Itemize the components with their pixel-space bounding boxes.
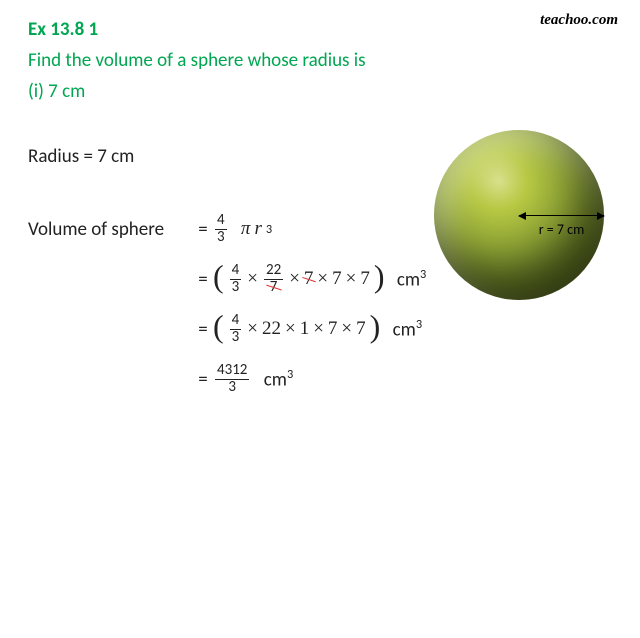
- equals-sign: =: [193, 268, 213, 291]
- frac-den: 3: [230, 280, 242, 296]
- frac-num: 4: [215, 213, 227, 230]
- frac-num: 22: [264, 263, 283, 280]
- unit: cm3: [393, 317, 422, 341]
- close-paren: ): [374, 264, 385, 290]
- open-paren: (: [213, 314, 224, 340]
- rhs-formula: 4 3 πr3: [213, 213, 272, 246]
- value: 7: [328, 318, 338, 340]
- frac-den: 3: [215, 230, 227, 246]
- frac-den: 3: [226, 380, 238, 396]
- var-r: r: [254, 218, 261, 240]
- fraction-result: 4312 3: [215, 363, 249, 396]
- value: 1: [300, 318, 310, 340]
- rhs-substitution: ( 4 3 × 22 7 × 7 × 7 × 7 ) cm3: [213, 263, 426, 296]
- question-prompt: Find the volume of a sphere whose radius…: [28, 49, 612, 72]
- radius-arrow: [519, 215, 604, 216]
- unit: cm3: [264, 367, 293, 391]
- value: 7: [356, 318, 366, 340]
- fraction-22-7: 22 7: [264, 263, 283, 296]
- brand-watermark: teachoo.com: [540, 12, 618, 29]
- equation-line-4: = 4312 3 cm3: [193, 360, 612, 398]
- radius-label: r = 7 cm: [519, 218, 604, 238]
- frac-num: 4: [230, 313, 242, 330]
- times-sign: ×: [285, 318, 296, 340]
- equals-sign: =: [193, 368, 213, 391]
- frac-den: 3: [230, 330, 242, 346]
- equals-sign: =: [193, 318, 213, 341]
- fraction-4-3: 4 3: [215, 213, 227, 246]
- rhs-simplified: ( 4 3 × 22 × 1 × 7 × 7 ) cm3: [213, 313, 422, 346]
- times-sign: ×: [247, 318, 258, 340]
- value: 7: [360, 268, 370, 290]
- close-paren: ): [370, 314, 381, 340]
- unit: cm3: [397, 267, 426, 291]
- exponent-3: 3: [266, 222, 272, 237]
- equation-line-3: = ( 4 3 × 22 × 1 × 7 × 7 ) cm3: [193, 310, 612, 348]
- times-sign: ×: [247, 268, 258, 290]
- times-sign: ×: [289, 268, 300, 290]
- lhs-label: Volume of sphere: [28, 218, 193, 241]
- times-sign: ×: [341, 318, 352, 340]
- value: 7: [332, 268, 342, 290]
- exercise-number: Ex 13.8 1: [28, 18, 612, 41]
- times-sign: ×: [317, 268, 328, 290]
- value: 22: [262, 318, 281, 340]
- frac-den-cancelled: 7: [268, 280, 280, 296]
- open-paren: (: [213, 264, 224, 290]
- question-part: (i) 7 cm: [28, 80, 612, 103]
- sphere-diagram: r = 7 cm: [434, 130, 604, 300]
- frac-num: 4: [230, 263, 242, 280]
- fraction-4-3: 4 3: [230, 263, 242, 296]
- fraction-4-3: 4 3: [230, 313, 242, 346]
- rhs-result: 4312 3 cm3: [213, 363, 293, 396]
- equals-sign: =: [193, 218, 213, 241]
- frac-num: 4312: [215, 363, 249, 380]
- times-sign: ×: [346, 268, 357, 290]
- value-cancelled: 7: [304, 268, 314, 290]
- pi-symbol: π: [241, 218, 251, 240]
- times-sign: ×: [313, 318, 324, 340]
